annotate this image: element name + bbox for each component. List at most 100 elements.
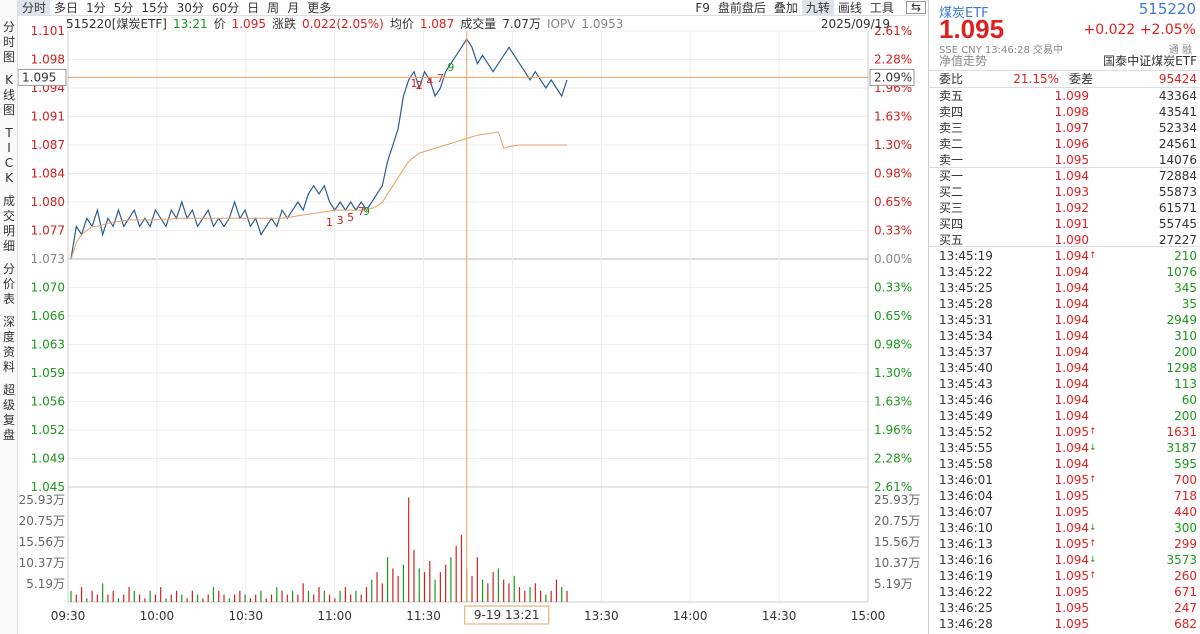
trade-flags: 通 融 [1168, 45, 1192, 56]
sidebar-char[interactable] [0, 254, 18, 262]
tool-tab[interactable]: 九转 [801, 0, 834, 16]
sidebar-char[interactable]: 超 [2, 383, 15, 397]
vol-tick-label: 15.56万 [19, 535, 65, 549]
period-tab[interactable]: 周 [267, 0, 280, 15]
period-tab[interactable]: 30分 [176, 0, 204, 15]
sidebar-char[interactable]: 成 [2, 194, 15, 208]
sidebar-char[interactable]: I [7, 141, 11, 155]
vol-tick-label: 5.19万 [26, 577, 65, 591]
tick-row: 13:46:22 1.095 671 [939, 585, 1197, 599]
sidebar-char[interactable]: 表 [2, 292, 15, 306]
price-change: +0.022 +2.05% [1083, 22, 1196, 38]
nine-turn-marker: 4 [426, 75, 433, 88]
nine-turn-marker: 7 [358, 205, 365, 218]
order-book-row: 卖二 1.096 24561 [939, 137, 1197, 151]
settings-icon[interactable]: ⇆ [905, 1, 926, 14]
sidebar-char[interactable] [0, 307, 18, 315]
tick-row: 13:45:28 1.094 35 [939, 297, 1197, 311]
pct-tick-label: 1.30% [874, 366, 912, 380]
sidebar-char[interactable]: 度 [2, 330, 15, 344]
nine-turn-marker: 3 [337, 214, 344, 227]
order-book-row: 卖五 1.099 43364 [939, 89, 1197, 103]
period-tab[interactable]: 60分 [211, 0, 240, 15]
security-name: 煤炭ETF [939, 6, 989, 21]
period-tab[interactable]: 15分 [141, 0, 169, 15]
x-tick-label: 11:30 [406, 609, 441, 623]
tick-row: 13:45:46 1.094 60 [939, 393, 1197, 407]
iopv-value: 1.0953 [581, 16, 624, 31]
sidebar-char[interactable] [0, 118, 18, 126]
tool-tab[interactable]: 画线 [837, 0, 862, 15]
x-tick-label: 15:00 [851, 609, 886, 623]
tool-tab[interactable]: 叠加 [773, 0, 798, 15]
nine-turn-marker: 9 [363, 205, 370, 218]
tool-tab[interactable]: 盘前盘后 [717, 0, 766, 15]
nav-row[interactable]: 净值走势 国泰中证煤炭ETF [939, 54, 1197, 68]
order-book-row: 卖四 1.098 43541 [939, 105, 1197, 119]
vol-tick-label: 20.75万 [19, 514, 65, 528]
sidebar-char[interactable]: 分 [2, 262, 15, 276]
market-status: SSE CNY 13:46:28 交易中 [939, 45, 1064, 56]
tick-row: 13:46:10 1.094 ↓ 300 [939, 521, 1197, 535]
pct-tick-label: 2.61% [874, 24, 912, 38]
period-tab[interactable]: 分时 [18, 0, 51, 16]
x-tick-label: 10:00 [140, 609, 175, 623]
pct-tick-label: 2.28% [874, 452, 912, 466]
sidebar-char[interactable]: 图 [2, 50, 15, 64]
sidebar-char[interactable] [0, 65, 18, 73]
vol-tick-label: 10.37万 [19, 556, 65, 570]
tick-row: 13:45:22 1.094 1076 [939, 265, 1197, 279]
sidebar-char[interactable]: 交 [2, 209, 15, 223]
x-tick-label: 11:00 [317, 609, 352, 623]
sidebar-char[interactable]: 复 [2, 413, 15, 427]
period-tab[interactable]: 1分 [86, 0, 106, 15]
cursor-price: 1.095 [231, 16, 266, 31]
intraday-chart[interactable]: 1.101 1.098 1.094 1.091 1.087 1.084 1.080 1.077… [18, 0, 926, 634]
sidebar-char[interactable]: 盘 [2, 428, 15, 442]
sidebar-char[interactable]: 时 [2, 35, 15, 49]
pct-tick-label: 1.63% [874, 110, 912, 124]
y-tick-label: 1.091 [31, 110, 65, 124]
last-price: 1.095 [939, 14, 1005, 44]
pct-tick-label: 0.98% [874, 167, 912, 181]
sidebar-char[interactable]: K [5, 171, 13, 185]
y-tick-label: 1.063 [31, 338, 65, 352]
pct-tick-label: 0.98% [874, 338, 912, 352]
sidebar-char[interactable]: C [4, 156, 14, 170]
nine-turn-marker: 7 [437, 72, 444, 85]
period-tab[interactable]: 更多 [307, 0, 332, 15]
tool-tab[interactable]: F9 [695, 0, 710, 15]
tool-tab[interactable]: 工具 [869, 0, 894, 15]
sidebar-char[interactable]: 线 [2, 88, 15, 102]
sidebar-char[interactable]: T [5, 126, 13, 140]
tick-row: 13:45:43 1.094 113 [939, 377, 1197, 391]
sidebar-char[interactable] [0, 375, 18, 383]
sidebar-char[interactable]: K [5, 73, 13, 87]
sidebar-char[interactable]: 明 [2, 224, 15, 238]
tick-row: 13:46:19 1.095 ↑ 260 [939, 569, 1197, 583]
sidebar-char[interactable]: 细 [2, 239, 15, 253]
chart-date: 2025/09/19 [820, 16, 890, 31]
period-tab[interactable]: 月 [287, 0, 300, 15]
sidebar-char[interactable]: 料 [2, 360, 15, 374]
pct-tick-label: 2.28% [874, 53, 912, 67]
nine-turn-marker: 1 [410, 77, 417, 90]
sidebar-char[interactable]: 资 [2, 345, 15, 359]
period-tab[interactable]: 多日 [54, 0, 79, 15]
tick-row: 13:45:34 1.094 310 [939, 329, 1197, 343]
pct-tick-label: 1.96% [874, 423, 912, 437]
period-toolbar: 分时 多日 1分 5分 15分 30分 60分日周月更多 F9 盘前盘后 叠加 九转 画线 工具 ⇆ [18, 0, 926, 16]
sidebar-char[interactable]: 价 [2, 277, 15, 291]
nine-turn-marker: 1 [326, 216, 333, 229]
sidebar-char[interactable]: 深 [2, 315, 15, 329]
sidebar-char[interactable]: 分 [2, 20, 15, 34]
period-tab[interactable]: 5分 [113, 0, 134, 15]
tick-row: 13:46:07 1.095 440 [939, 505, 1197, 519]
period-tab[interactable]: 日 [247, 0, 260, 15]
sidebar-char[interactable] [0, 186, 18, 194]
y-tick-label: 1.080 [31, 195, 65, 209]
y-tick-label: 1.073 [31, 252, 65, 266]
sidebar-char[interactable]: 图 [2, 103, 15, 117]
order-book-row: 卖三 1.097 52334 [939, 121, 1197, 135]
sidebar-char[interactable]: 级 [2, 398, 15, 412]
